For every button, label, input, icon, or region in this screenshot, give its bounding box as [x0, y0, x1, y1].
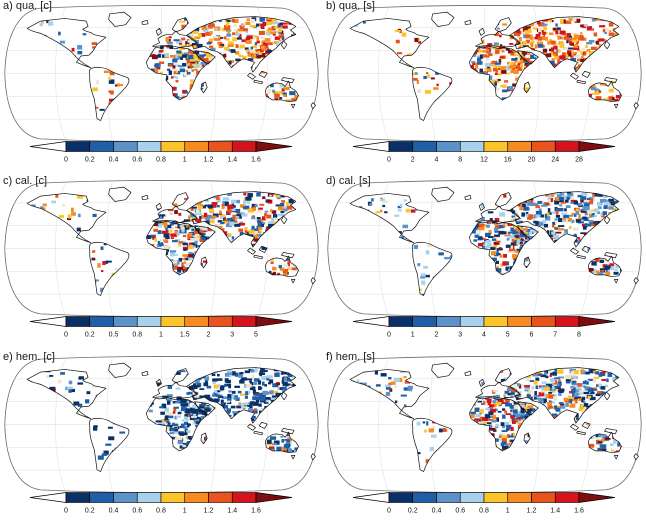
- svg-text:0: 0: [387, 508, 391, 515]
- svg-text:0.8: 0.8: [156, 508, 166, 515]
- svg-text:0.6: 0.6: [132, 508, 142, 515]
- svg-text:1.6: 1.6: [251, 508, 261, 515]
- panel-f-colorbar: 0 0.2 0.4 0.6 0.8 1 1.2 1.4 1.6: [351, 491, 617, 517]
- svg-text:1.4: 1.4: [227, 508, 237, 515]
- svg-text:2: 2: [411, 157, 415, 164]
- svg-text:24: 24: [551, 157, 559, 164]
- panel-e-title: e) hem. [c]: [3, 351, 55, 363]
- svg-text:0.2: 0.2: [85, 332, 95, 339]
- panel-a-title: a) qua. [c]: [3, 0, 52, 12]
- svg-text:0: 0: [64, 332, 68, 339]
- panel-a-world-map: [0, 5, 323, 142]
- svg-text:1.4: 1.4: [227, 157, 237, 164]
- svg-text:0.6: 0.6: [132, 157, 142, 164]
- svg-text:0.2: 0.2: [85, 157, 95, 164]
- panel-a: a) qua. [c] 0 0.2 0.4 0.6 0.8 1 1.2 1.4 1.6: [0, 0, 323, 175]
- svg-text:1.4: 1.4: [550, 508, 560, 515]
- svg-text:1.6: 1.6: [251, 157, 261, 164]
- svg-text:0.4: 0.4: [432, 508, 442, 515]
- svg-text:8: 8: [458, 157, 462, 164]
- svg-text:0.4: 0.4: [109, 508, 119, 515]
- panel-d-colorbar: 0 1 2 3 4 5 6 7 8: [351, 315, 617, 341]
- svg-text:1: 1: [411, 332, 415, 339]
- panel-a-colorbar: 0 0.2 0.4 0.6 0.8 1 1.2 1.4 1.6: [28, 140, 294, 166]
- panel-b-colorbar: 0 2 4 8 12 16 20 24 28: [351, 140, 617, 166]
- panel-c-colorbar: 0 0.2 0.5 0.8 1 1.5 2 3 5: [28, 315, 294, 341]
- svg-text:4: 4: [482, 332, 486, 339]
- panel-c-title: c) cal. [c]: [3, 175, 48, 187]
- svg-text:3: 3: [458, 332, 462, 339]
- svg-text:0.4: 0.4: [109, 157, 119, 164]
- svg-text:1.5: 1.5: [180, 332, 190, 339]
- svg-text:8: 8: [577, 332, 581, 339]
- svg-text:0.8: 0.8: [132, 332, 142, 339]
- svg-text:0.8: 0.8: [156, 157, 166, 164]
- svg-text:28: 28: [575, 157, 583, 164]
- svg-text:5: 5: [254, 332, 258, 339]
- panel-e: e) hem. [c] 0 0.2 0.4 0.6 0.8 1 1.2 1.4 1.6: [0, 351, 323, 526]
- svg-text:1: 1: [183, 157, 187, 164]
- svg-text:0: 0: [64, 157, 68, 164]
- panel-d-world-map: [323, 180, 646, 317]
- panel-f-title: f) hem. [s]: [326, 351, 375, 363]
- svg-text:0: 0: [387, 157, 391, 164]
- svg-text:1.2: 1.2: [204, 157, 214, 164]
- svg-text:16: 16: [504, 157, 512, 164]
- panel-e-colorbar: 0 0.2 0.4 0.6 0.8 1 1.2 1.4 1.6: [28, 491, 294, 517]
- svg-text:1.6: 1.6: [574, 508, 584, 515]
- panel-d: d) cal. [s] 0 1 2 3 4 5 6 7 8: [323, 175, 646, 351]
- panel-c-world-map: [0, 180, 323, 317]
- svg-text:0.2: 0.2: [408, 508, 418, 515]
- panel-f: f) hem. [s] 0 0.2 0.4 0.6 0.8 1 1.2 1.4 1.6: [323, 351, 646, 526]
- panel-c: c) cal. [c] 0 0.2 0.5 0.8 1 1.5 2 3 5: [0, 175, 323, 351]
- svg-text:2: 2: [435, 332, 439, 339]
- svg-text:1.2: 1.2: [204, 508, 214, 515]
- svg-text:1.2: 1.2: [527, 508, 537, 515]
- svg-text:3: 3: [230, 332, 234, 339]
- panel-b-title: b) qua. [s]: [326, 0, 375, 12]
- svg-text:2: 2: [207, 332, 211, 339]
- svg-text:0: 0: [64, 508, 68, 515]
- svg-text:0.6: 0.6: [455, 508, 465, 515]
- panel-d-title: d) cal. [s]: [326, 175, 371, 187]
- panel-e-world-map: [0, 356, 323, 493]
- svg-text:1: 1: [506, 508, 510, 515]
- panel-b-world-map: [323, 5, 646, 142]
- panel-b: b) qua. [s] 0 2 4 8 12 16 20 24 28: [323, 0, 646, 175]
- svg-text:4: 4: [435, 157, 439, 164]
- svg-text:0.8: 0.8: [479, 508, 489, 515]
- svg-text:20: 20: [528, 157, 536, 164]
- svg-text:1: 1: [159, 332, 163, 339]
- svg-text:1: 1: [183, 508, 187, 515]
- svg-text:0.5: 0.5: [109, 332, 119, 339]
- svg-text:5: 5: [506, 332, 510, 339]
- svg-text:12: 12: [480, 157, 488, 164]
- svg-text:0: 0: [387, 332, 391, 339]
- panel-f-world-map: [323, 356, 646, 493]
- svg-text:0.2: 0.2: [85, 508, 95, 515]
- svg-text:7: 7: [553, 332, 557, 339]
- svg-text:6: 6: [530, 332, 534, 339]
